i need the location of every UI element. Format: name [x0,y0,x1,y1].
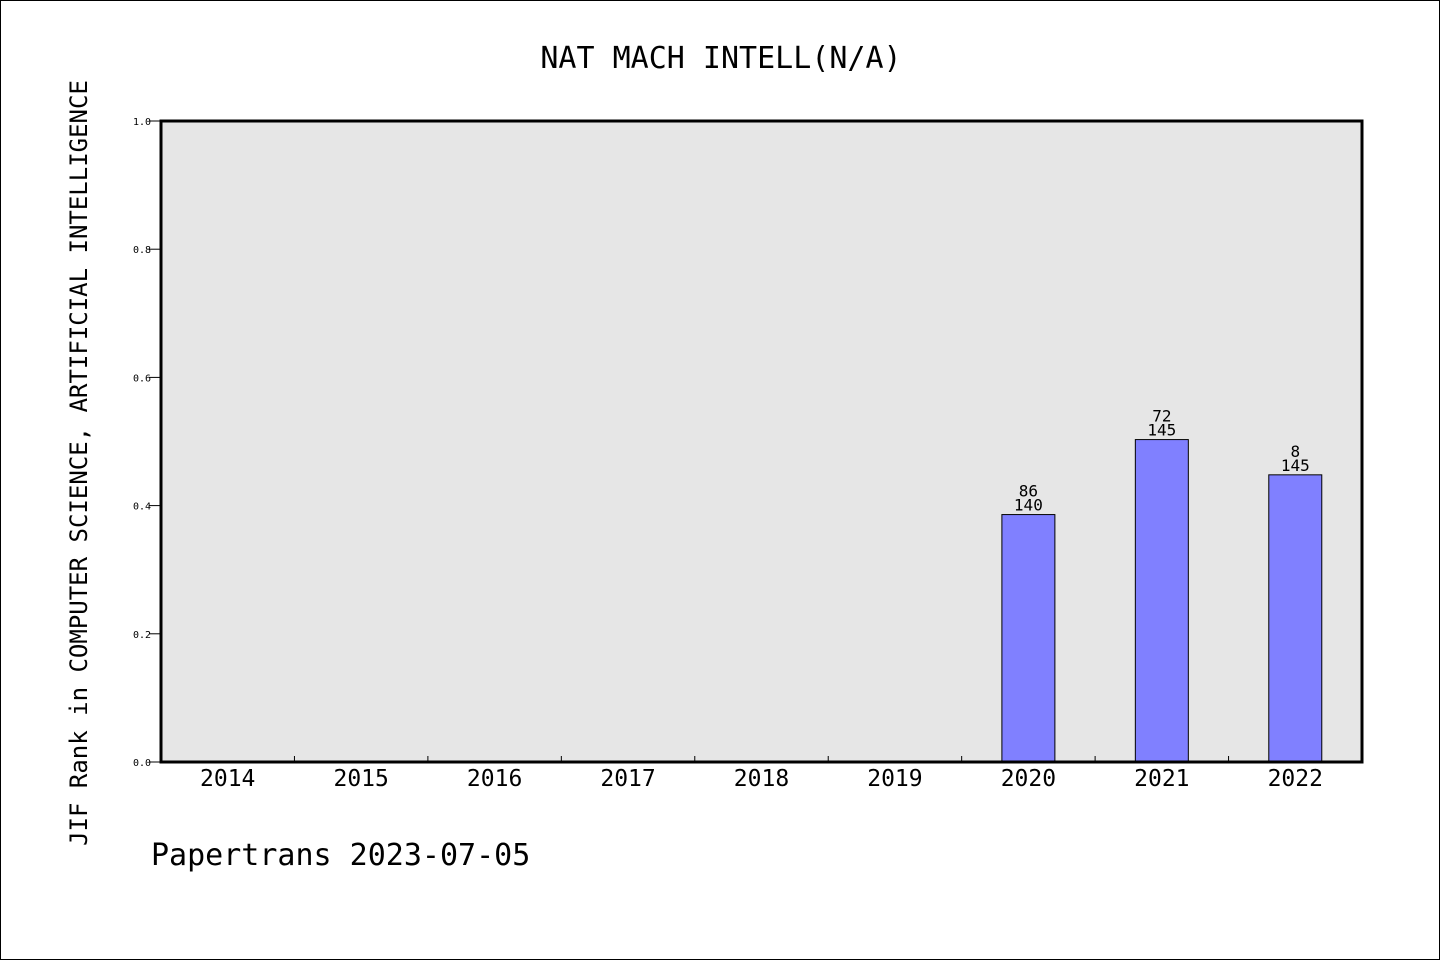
plot-border [159,119,1364,764]
bar-rank-label: 86 [1019,482,1038,501]
x-tick-label: 2018 [734,766,789,792]
x-tick-label: 2021 [1134,766,1189,792]
x-tick-label: 2022 [1268,766,1323,792]
chart-title: NAT MACH INTELL(N/A) [540,41,901,76]
bar-rank-label: 72 [1152,407,1171,426]
x-tick-label: 2015 [333,766,388,792]
bar [1134,439,1189,763]
y-tick-label: 0.8 [133,245,151,256]
bar [1001,514,1056,763]
y-tick-label: 1.0 [133,117,151,128]
x-tick-label: 2019 [867,766,922,792]
x-tick-label: 2016 [467,766,522,792]
bar-total-label: 145 [1147,421,1176,440]
x-tick-label: 2017 [600,766,655,792]
bar-total-label: 145 [1281,456,1310,475]
bar [1268,474,1323,763]
y-tick-label: 0.6 [133,373,151,384]
x-tick-label: 2014 [200,766,255,792]
y-tick-label: 0.0 [133,758,151,769]
x-tick-label: 2020 [1001,766,1056,792]
footer-text: Papertrans 2023-07-05 [151,838,530,873]
bar-total-label: 140 [1014,496,1043,515]
y-tick-label: 0.2 [133,630,151,641]
ticks-group: 0.0 0.2 0.4 0.6 0.8 1.0 2014 2015 2016 2017 2018 20… [133,117,1323,792]
y-tick-label: 0.4 [133,502,151,513]
y-axis-label: JIF Rank in COMPUTER SCIENCE, ARTIFICIAL… [65,80,93,846]
bar-rank-label: 8 [1290,442,1300,461]
